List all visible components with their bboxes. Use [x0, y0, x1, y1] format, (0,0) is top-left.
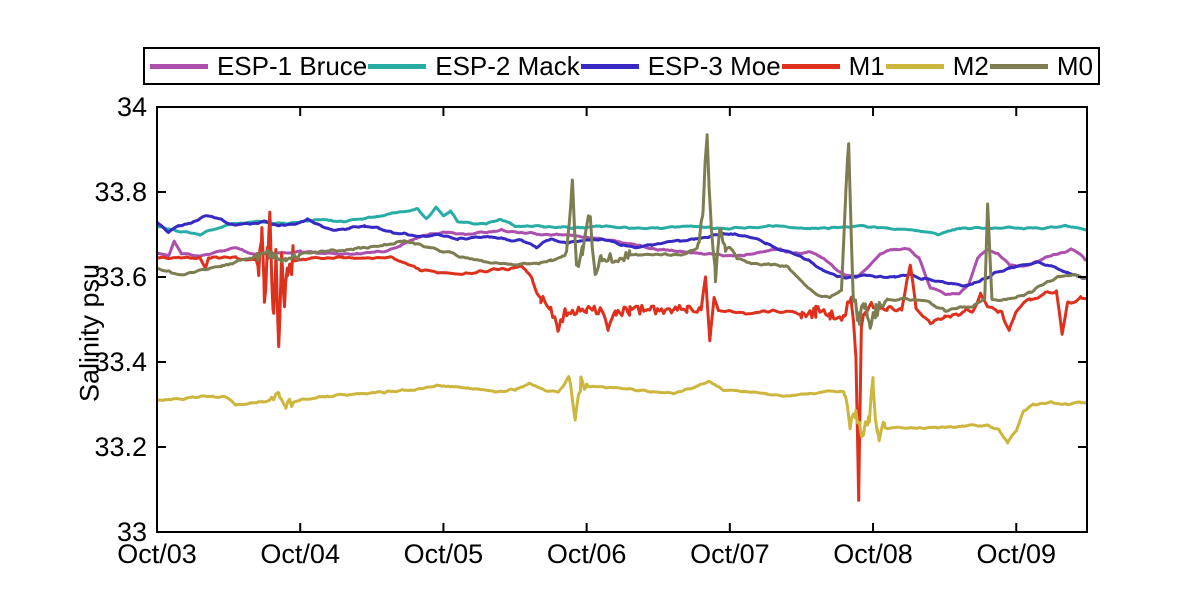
x-tick-label: Oct/06	[547, 539, 627, 569]
legend-label: M2	[952, 51, 989, 81]
x-tick-label: Oct/08	[833, 539, 913, 569]
series-line-m0	[157, 133, 1087, 330]
legend-item-esp-3-moe: ESP-3 Moe	[580, 51, 781, 81]
legend-item-esp-2-mack: ESP-2 Mack	[368, 53, 580, 79]
legend-item-esp-1-bruce: ESP-1 Bruce	[149, 51, 368, 81]
y-tick-label: 33.8	[94, 177, 147, 207]
x-tick-label: Oct/03	[117, 539, 197, 569]
series-line-esp-2-mack	[157, 205, 1087, 237]
x-tick-label: Oct/04	[260, 539, 340, 569]
y-tick-label: 33.6	[94, 262, 147, 292]
legend-swatch	[781, 63, 840, 69]
y-tick-label: 33	[117, 517, 147, 547]
y-tick-label: 34	[117, 92, 147, 122]
series-lines	[157, 133, 1087, 502]
legend-item-m1: M1	[781, 51, 885, 81]
legend-swatch	[368, 63, 427, 69]
legend-swatch	[149, 63, 208, 69]
legend-label: ESP-2 Mack	[435, 51, 580, 81]
legend-swatch	[885, 63, 944, 69]
legend-label: ESP-1 Bruce	[216, 51, 368, 81]
series-line-m2	[157, 375, 1087, 445]
legend-label: M0	[1056, 51, 1093, 81]
legend-label: ESP-3 Moe	[647, 51, 781, 81]
legend-item-m2: M2	[885, 51, 989, 81]
legend-swatch	[989, 63, 1048, 69]
y-tick-label: 33.2	[94, 432, 147, 462]
legend: ESP-1 Bruce ESP-2 Mack ESP-3 Moe M1 M2 M0	[143, 47, 1100, 85]
series-line-m1	[157, 210, 1087, 502]
y-tick-label: 33.4	[94, 347, 147, 377]
legend-item-m0: M0	[989, 51, 1093, 81]
x-tick-label: Oct/07	[690, 539, 770, 569]
x-tick-label: Oct/09	[976, 539, 1056, 569]
legend-label: M1	[848, 51, 885, 81]
axes: Oct/03 Oct/04 Oct/05 Oct/06 Oct/07 Oct/08 Oct/…	[94, 92, 1088, 569]
series-line-esp-3-moe	[157, 214, 1087, 288]
legend-swatch	[580, 63, 639, 69]
x-tick-label: Oct/05	[404, 539, 484, 569]
